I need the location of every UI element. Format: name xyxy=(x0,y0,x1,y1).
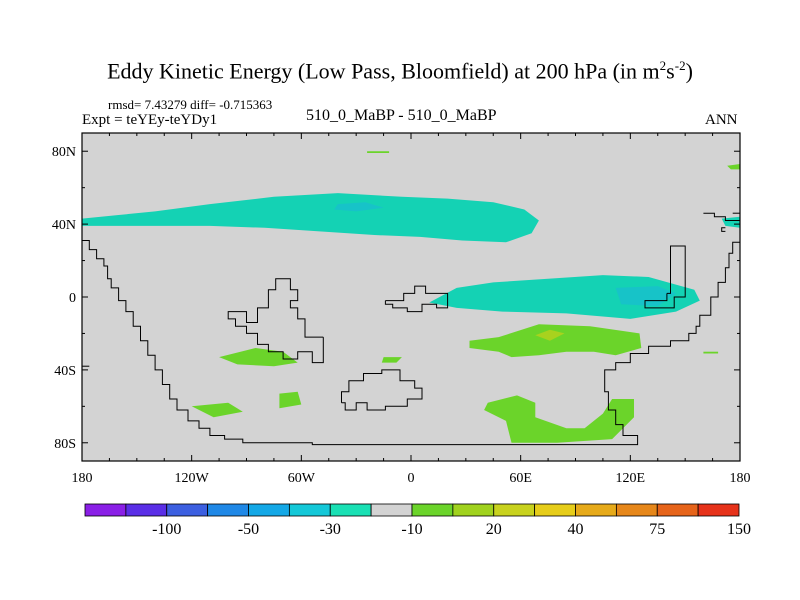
title-mid: s xyxy=(666,58,675,84)
coastline-4 xyxy=(341,369,423,411)
x-tick-label: 120E xyxy=(616,471,646,486)
contour-layer xyxy=(82,151,740,446)
colorbar-label: -30 xyxy=(320,521,341,538)
title-superscript-2: -2 xyxy=(674,58,686,73)
experiment-label: Expt = teYEy-teYDy1 xyxy=(82,112,218,128)
center-label: 510_0_MaBP - 510_0_MaBP xyxy=(306,107,497,124)
contour-region-neg-2 xyxy=(721,216,740,228)
contour-region-pos-8 xyxy=(381,357,402,363)
x-tick-label: 60E xyxy=(509,471,532,486)
colorbar-swatch xyxy=(493,503,536,517)
colorbar-swatch xyxy=(207,503,249,517)
contour-region-pos-12 xyxy=(367,151,390,153)
coastline-7 xyxy=(721,227,726,232)
rmsd-diff-stats: rmsd= 7.43279 diff= -0.715363 xyxy=(108,97,273,112)
colorbar-label: 20 xyxy=(486,521,502,538)
colorbar-swatch xyxy=(370,503,413,517)
title-end: ) xyxy=(685,58,693,84)
x-tick-label: 60W xyxy=(288,471,316,486)
y-tick-label: 80S xyxy=(54,437,76,452)
colorbar-label: -50 xyxy=(238,521,259,538)
colorbar-swatch xyxy=(166,503,209,517)
y-tick-label: 80N xyxy=(52,145,76,160)
colorbar-label: 75 xyxy=(649,521,665,538)
colorbar-swatch xyxy=(411,503,454,517)
x-tick-label: 180 xyxy=(72,471,93,486)
y-tick-label: 40S xyxy=(54,364,76,379)
contour-region-pos-5 xyxy=(469,324,642,358)
title-main: Eddy Kinetic Energy (Low Pass, Bloomfiel… xyxy=(107,58,660,84)
colorbar-label: 40 xyxy=(568,521,584,538)
colorbar-swatch xyxy=(452,503,495,517)
contour-region-pos-9 xyxy=(191,402,243,418)
colorbar-label: -100 xyxy=(152,521,181,538)
colorbar-swatch xyxy=(575,503,617,517)
contour-region-pos-11 xyxy=(484,395,634,443)
contour-region-pos-14 xyxy=(703,351,719,354)
y-tick-label: 40N xyxy=(52,218,76,233)
title-superscript-1: 2 xyxy=(659,58,667,73)
contour-region-neg-1 xyxy=(334,202,384,212)
y-tick-label: 0 xyxy=(69,291,76,306)
colorbar-swatch xyxy=(656,503,699,517)
colorbar-swatch xyxy=(534,503,576,517)
coastline-6 xyxy=(703,212,740,221)
colorbar-swatch xyxy=(615,503,658,517)
chart-title: Eddy Kinetic Energy (Low Pass, Bloomfiel… xyxy=(0,58,800,84)
colorbar-label: -10 xyxy=(401,521,422,538)
contour-region-pos-7 xyxy=(219,348,298,367)
contour-region-pos-13 xyxy=(727,164,740,170)
colorbar-label: 150 xyxy=(727,521,751,538)
colorbar-swatch xyxy=(248,503,290,517)
contour-region-neg-3 xyxy=(429,275,700,319)
contour-region-pos-6 xyxy=(535,329,565,341)
coastline-5 xyxy=(644,245,686,309)
contour-region-neg-0 xyxy=(82,193,539,243)
season-label: ANN xyxy=(705,112,738,128)
x-tick-label: 120W xyxy=(175,471,210,486)
colorbar-swatch xyxy=(84,503,127,517)
colorbar-swatch xyxy=(329,503,372,517)
x-tick-label: 0 xyxy=(408,471,415,486)
coastline-2 xyxy=(227,278,324,364)
colorbar-swatch xyxy=(125,503,168,517)
contour-region-pos-10 xyxy=(279,391,302,409)
colorbar-swatch xyxy=(288,503,331,517)
coastline-3 xyxy=(384,285,449,313)
colorbar-swatch xyxy=(697,503,740,517)
x-tick-label: 180 xyxy=(730,471,751,486)
coastline-0 xyxy=(82,240,740,446)
